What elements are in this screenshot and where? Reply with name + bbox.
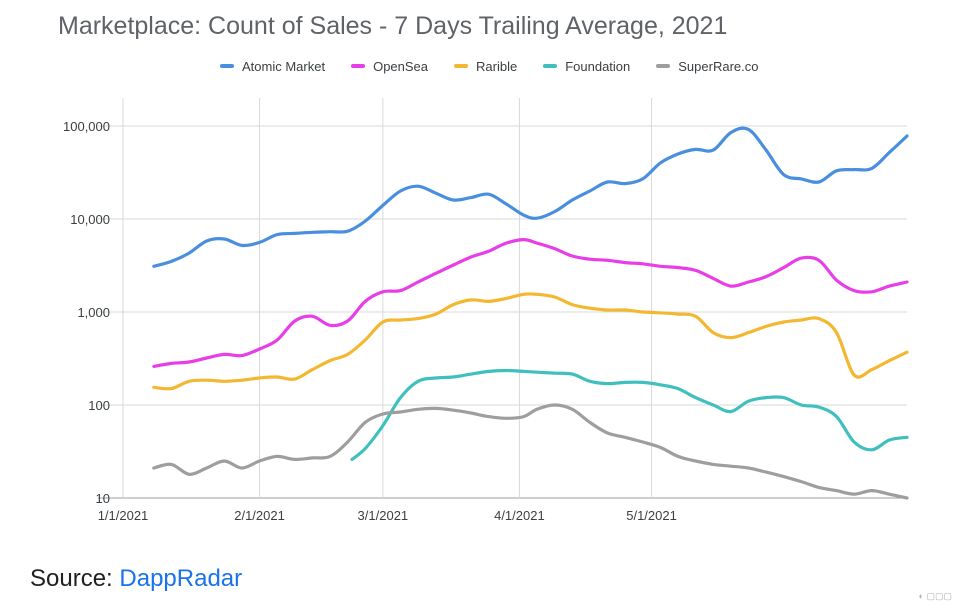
- series-line-foundation: [350, 368, 909, 461]
- legend-label-rarible: Rarible: [476, 58, 518, 74]
- y-tick-label: 10,000: [70, 212, 110, 227]
- chart-title: Marketplace: Count of Sales - 7 Days Tra…: [58, 12, 728, 40]
- y-tick-label: 100: [88, 398, 110, 413]
- legend-label-superrare: SuperRare.co: [678, 58, 759, 74]
- legend-swatch-superrare: [656, 64, 671, 68]
- legend-label-atomic-market: Atomic Market: [242, 58, 326, 74]
- y-tick-label: 100,000: [63, 119, 110, 134]
- y-tick-label: 10: [96, 491, 110, 506]
- x-tick-label: 1/1/2021: [98, 508, 149, 523]
- source-caption: Source: DappRadar: [30, 565, 242, 593]
- source-prefix: Source:: [30, 565, 120, 592]
- chart-legend: Atomic Market OpenSea Rarible Foundation…: [220, 57, 784, 75]
- source-link[interactable]: DappRadar: [119, 565, 243, 592]
- series-line-opensea: [152, 238, 909, 368]
- x-tick-label: 3/1/2021: [358, 508, 409, 523]
- y-tick-label: 1,000: [77, 305, 110, 320]
- legend-item-superrare: SuperRare.co: [656, 59, 758, 74]
- x-tick-label: 2/1/2021: [234, 508, 285, 523]
- x-tick-label: 4/1/2021: [494, 508, 545, 523]
- legend-item-rarible: Rarible: [454, 59, 517, 74]
- series-line-atomic-market: [152, 126, 909, 268]
- watermark-logo: ◐ ▢▢▢: [918, 591, 952, 601]
- legend-item-atomic-market: Atomic Market: [220, 59, 325, 74]
- legend-item-opensea: OpenSea: [351, 59, 428, 74]
- legend-swatch-foundation: [543, 64, 558, 68]
- legend-swatch-atomic-market: [220, 64, 234, 68]
- legend-label-opensea: OpenSea: [373, 58, 429, 74]
- x-tick-label: 5/1/2021: [626, 508, 677, 523]
- series-line-superrare: [152, 403, 909, 500]
- legend-swatch-opensea: [351, 64, 366, 68]
- legend-label-foundation: Foundation: [565, 58, 631, 74]
- legend-swatch-rarible: [454, 64, 469, 68]
- legend-item-foundation: Foundation: [543, 59, 630, 74]
- series-line-rarible: [152, 292, 909, 391]
